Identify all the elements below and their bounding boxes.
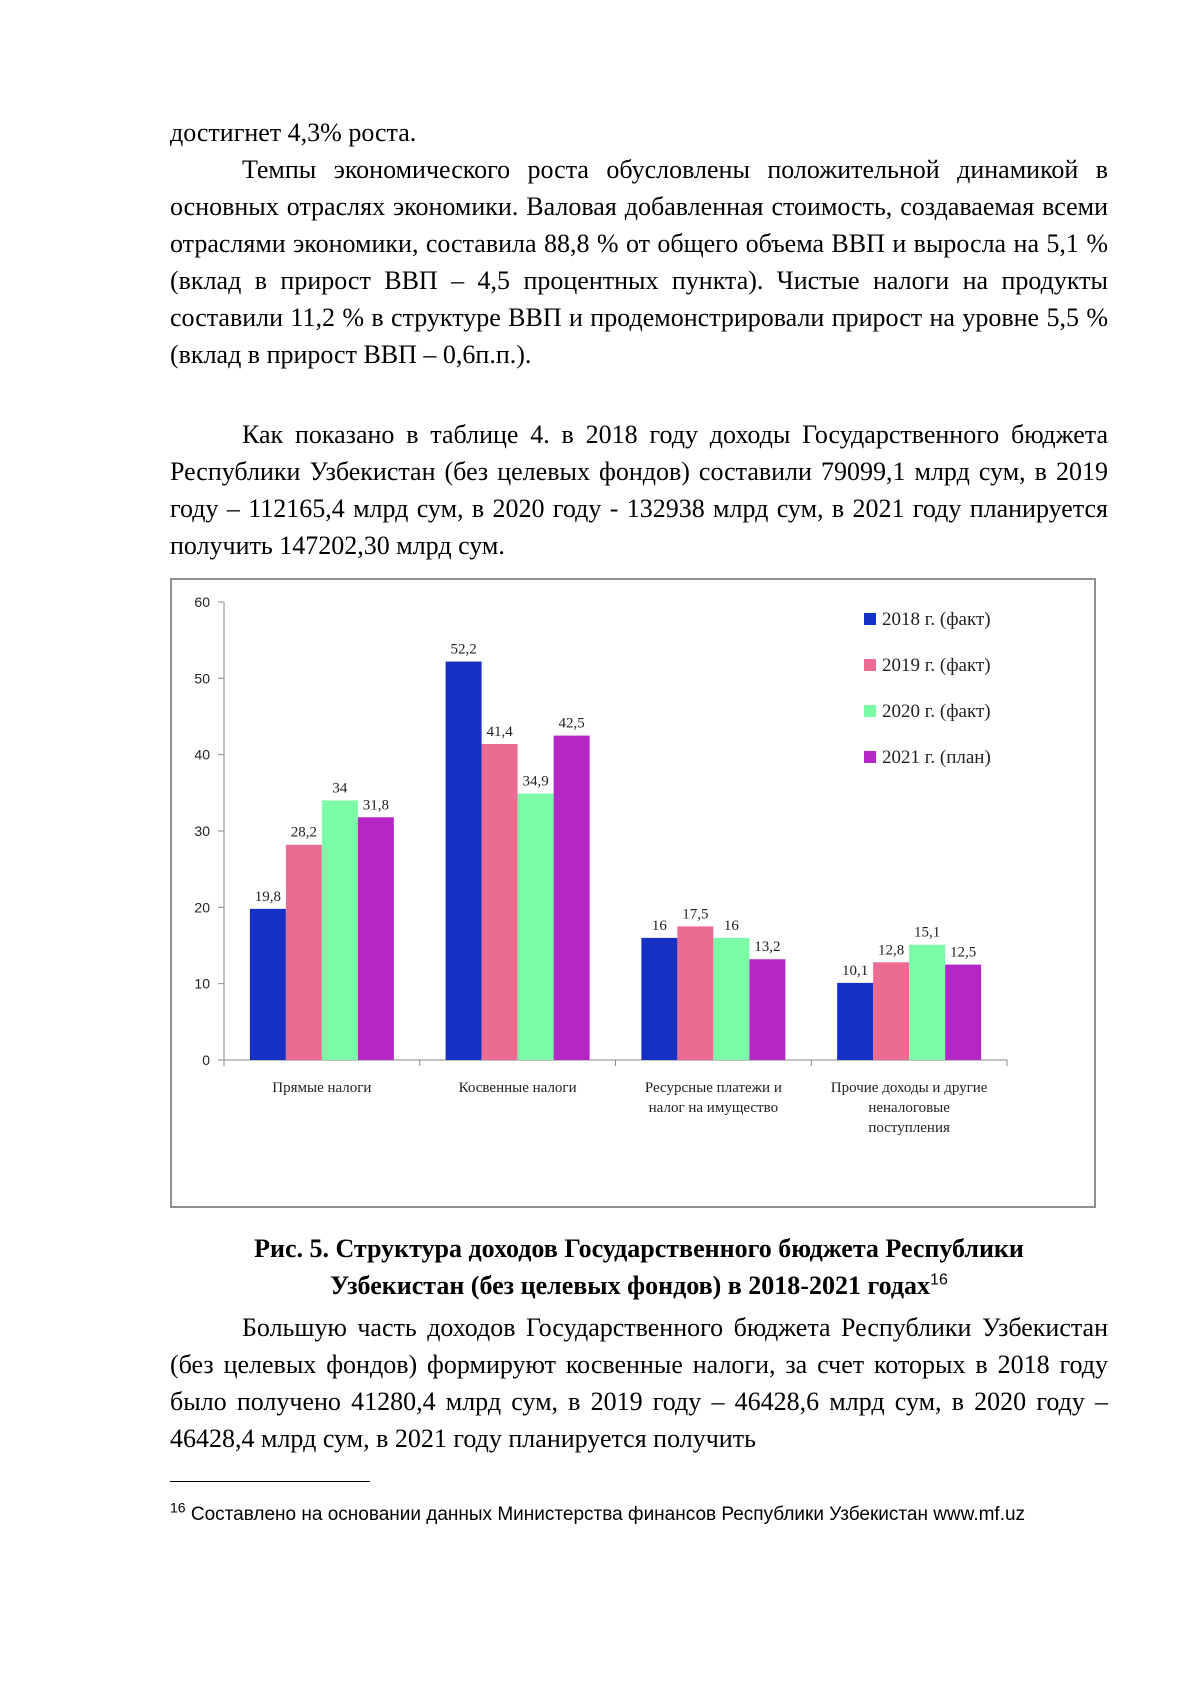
legend-label: 2019 г. (факт): [882, 655, 991, 676]
figure-caption: Рис. 5. Структура доходов Государственно…: [170, 1230, 1108, 1304]
paragraph-growth: Темпы экономического роста обусловлены п…: [170, 155, 1108, 369]
category-label: поступления: [868, 1120, 950, 1136]
category-label: Ресурсные платежи и: [645, 1080, 782, 1096]
paragraph-budget: Как показано в таблице 4. в 2018 году до…: [170, 420, 1108, 560]
y-tick-label: 30: [194, 823, 210, 839]
data-label: 17,5: [682, 906, 708, 922]
y-tick-label: 0: [202, 1052, 210, 1068]
data-label: 34: [332, 780, 348, 796]
category-label: неналоговые: [868, 1100, 950, 1116]
data-label: 34,9: [523, 774, 549, 790]
legend-swatch: [864, 705, 876, 717]
bar: [945, 964, 982, 1060]
y-tick-label: 60: [194, 594, 210, 610]
legend-swatch: [864, 751, 876, 763]
chart-frame: 0 10 20 30 40 50 60 19,8 28,2 34 31,8 Прямые налоги…: [170, 578, 1096, 1208]
data-label: 16: [724, 918, 740, 934]
data-label: 16: [652, 918, 668, 934]
bar: [641, 937, 678, 1060]
bar: [285, 844, 322, 1060]
bar: [713, 937, 750, 1060]
category-label: Косвенные налоги: [459, 1080, 577, 1096]
legend-label: 2018 г. (факт): [882, 609, 991, 630]
bar: [837, 982, 874, 1060]
caption-line-1: Рис. 5. Структура доходов Государственно…: [254, 1234, 1024, 1263]
data-label: 41,4: [487, 724, 514, 740]
bar: [749, 959, 786, 1060]
footnote-number: 16: [170, 1499, 186, 1516]
bar: [445, 661, 482, 1060]
category-label: Прочие доходы и другие: [831, 1080, 988, 1096]
footnote-divider: [170, 1481, 370, 1482]
bar: [249, 908, 286, 1060]
y-tick-label: 50: [194, 670, 210, 686]
data-label: 52,2: [451, 642, 477, 658]
revenue-bar-chart: 0 10 20 30 40 50 60 19,8 28,2 34 31,8 Прямые налоги…: [194, 594, 1008, 1136]
category-label: Прямые налоги: [272, 1080, 371, 1096]
bar: [677, 926, 714, 1060]
y-tick-label: 40: [194, 747, 210, 763]
bar: [909, 944, 946, 1060]
legend-label: 2021 г. (план): [882, 747, 991, 768]
bar: [357, 817, 394, 1060]
legend-label: 2020 г. (факт): [882, 701, 991, 722]
data-label: 10,1: [842, 963, 868, 979]
data-label: 12,8: [878, 942, 904, 958]
legend-swatch: [864, 613, 876, 625]
data-label: 31,8: [363, 797, 389, 813]
data-label: 13,2: [754, 939, 780, 955]
paragraph-intro: достигнет 4,3% роста.: [170, 118, 417, 147]
y-tick-label: 20: [194, 899, 210, 915]
category-label: налог на имущество: [649, 1100, 778, 1116]
bar: [873, 962, 910, 1060]
caption-footnote-ref: 16: [930, 1271, 948, 1289]
bar: [321, 800, 358, 1060]
paragraph-indirect-taxes: Большую часть доходов Государственного б…: [170, 1313, 1108, 1453]
y-tick-label: 10: [194, 976, 210, 992]
data-label: 15,1: [914, 925, 940, 941]
caption-line-2: Узбекистан (без целевых фондов) в 2018-2…: [330, 1271, 931, 1300]
legend-swatch: [864, 659, 876, 671]
footnote-text: Составлено на основании данных Министерс…: [190, 1504, 1026, 1525]
data-label: 28,2: [291, 825, 317, 841]
bar: [517, 793, 554, 1060]
data-label: 42,5: [559, 716, 585, 732]
footnote: 16 Составлено на основании данных Минист…: [170, 1498, 1108, 1532]
data-label: 12,5: [950, 945, 976, 961]
data-label: 19,8: [255, 889, 281, 905]
bar: [553, 735, 590, 1060]
bar: [481, 743, 518, 1060]
